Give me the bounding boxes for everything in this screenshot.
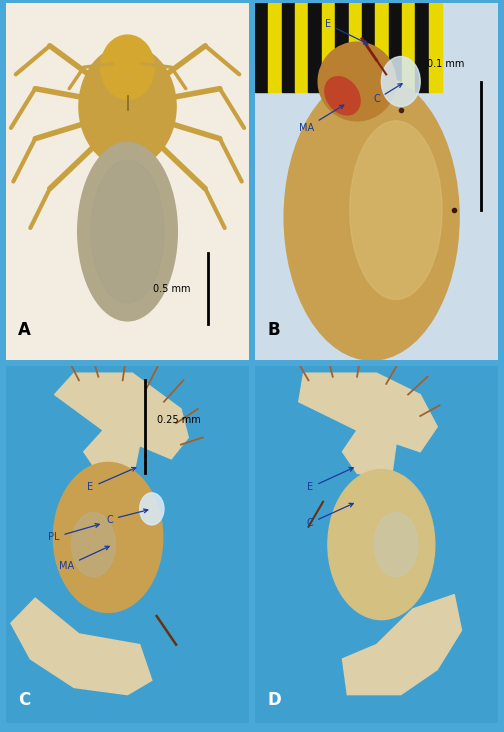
Ellipse shape xyxy=(350,121,442,299)
Bar xyxy=(402,3,415,92)
Text: 0.25 mm: 0.25 mm xyxy=(157,414,201,425)
Text: A: A xyxy=(18,321,31,339)
Text: PL: PL xyxy=(48,523,99,542)
Text: MA: MA xyxy=(59,546,109,571)
Polygon shape xyxy=(54,373,188,459)
Text: B: B xyxy=(267,321,280,339)
Ellipse shape xyxy=(382,56,420,107)
Text: C: C xyxy=(306,504,353,529)
Ellipse shape xyxy=(318,42,396,121)
Bar xyxy=(335,3,349,92)
Ellipse shape xyxy=(72,512,115,577)
Text: C: C xyxy=(106,509,148,525)
Bar xyxy=(375,3,389,92)
Ellipse shape xyxy=(79,46,176,167)
Ellipse shape xyxy=(91,160,164,303)
Text: E: E xyxy=(87,468,136,493)
Text: 0.1 mm: 0.1 mm xyxy=(426,59,464,69)
Polygon shape xyxy=(299,373,437,452)
Bar xyxy=(322,3,335,92)
Bar xyxy=(349,3,362,92)
Text: E: E xyxy=(307,468,353,493)
Bar xyxy=(295,3,308,92)
Ellipse shape xyxy=(78,142,177,321)
Polygon shape xyxy=(343,430,396,480)
Bar xyxy=(308,3,322,92)
Text: C: C xyxy=(18,691,30,709)
Bar xyxy=(429,3,442,92)
Text: C: C xyxy=(373,83,402,105)
Bar xyxy=(389,3,402,92)
Ellipse shape xyxy=(284,75,459,360)
Polygon shape xyxy=(84,430,140,480)
Ellipse shape xyxy=(101,35,154,100)
Ellipse shape xyxy=(140,493,164,525)
Ellipse shape xyxy=(328,470,435,619)
Text: E: E xyxy=(325,19,368,44)
Bar xyxy=(415,3,429,92)
Ellipse shape xyxy=(325,77,360,115)
Bar xyxy=(362,3,375,92)
Text: MA: MA xyxy=(299,105,344,133)
Bar xyxy=(255,3,269,92)
Ellipse shape xyxy=(53,463,163,613)
Bar xyxy=(269,3,282,92)
Bar xyxy=(282,3,295,92)
Polygon shape xyxy=(11,598,152,695)
Text: D: D xyxy=(267,691,281,709)
Text: 0.5 mm: 0.5 mm xyxy=(153,284,191,294)
Ellipse shape xyxy=(374,512,418,577)
Polygon shape xyxy=(343,594,462,695)
